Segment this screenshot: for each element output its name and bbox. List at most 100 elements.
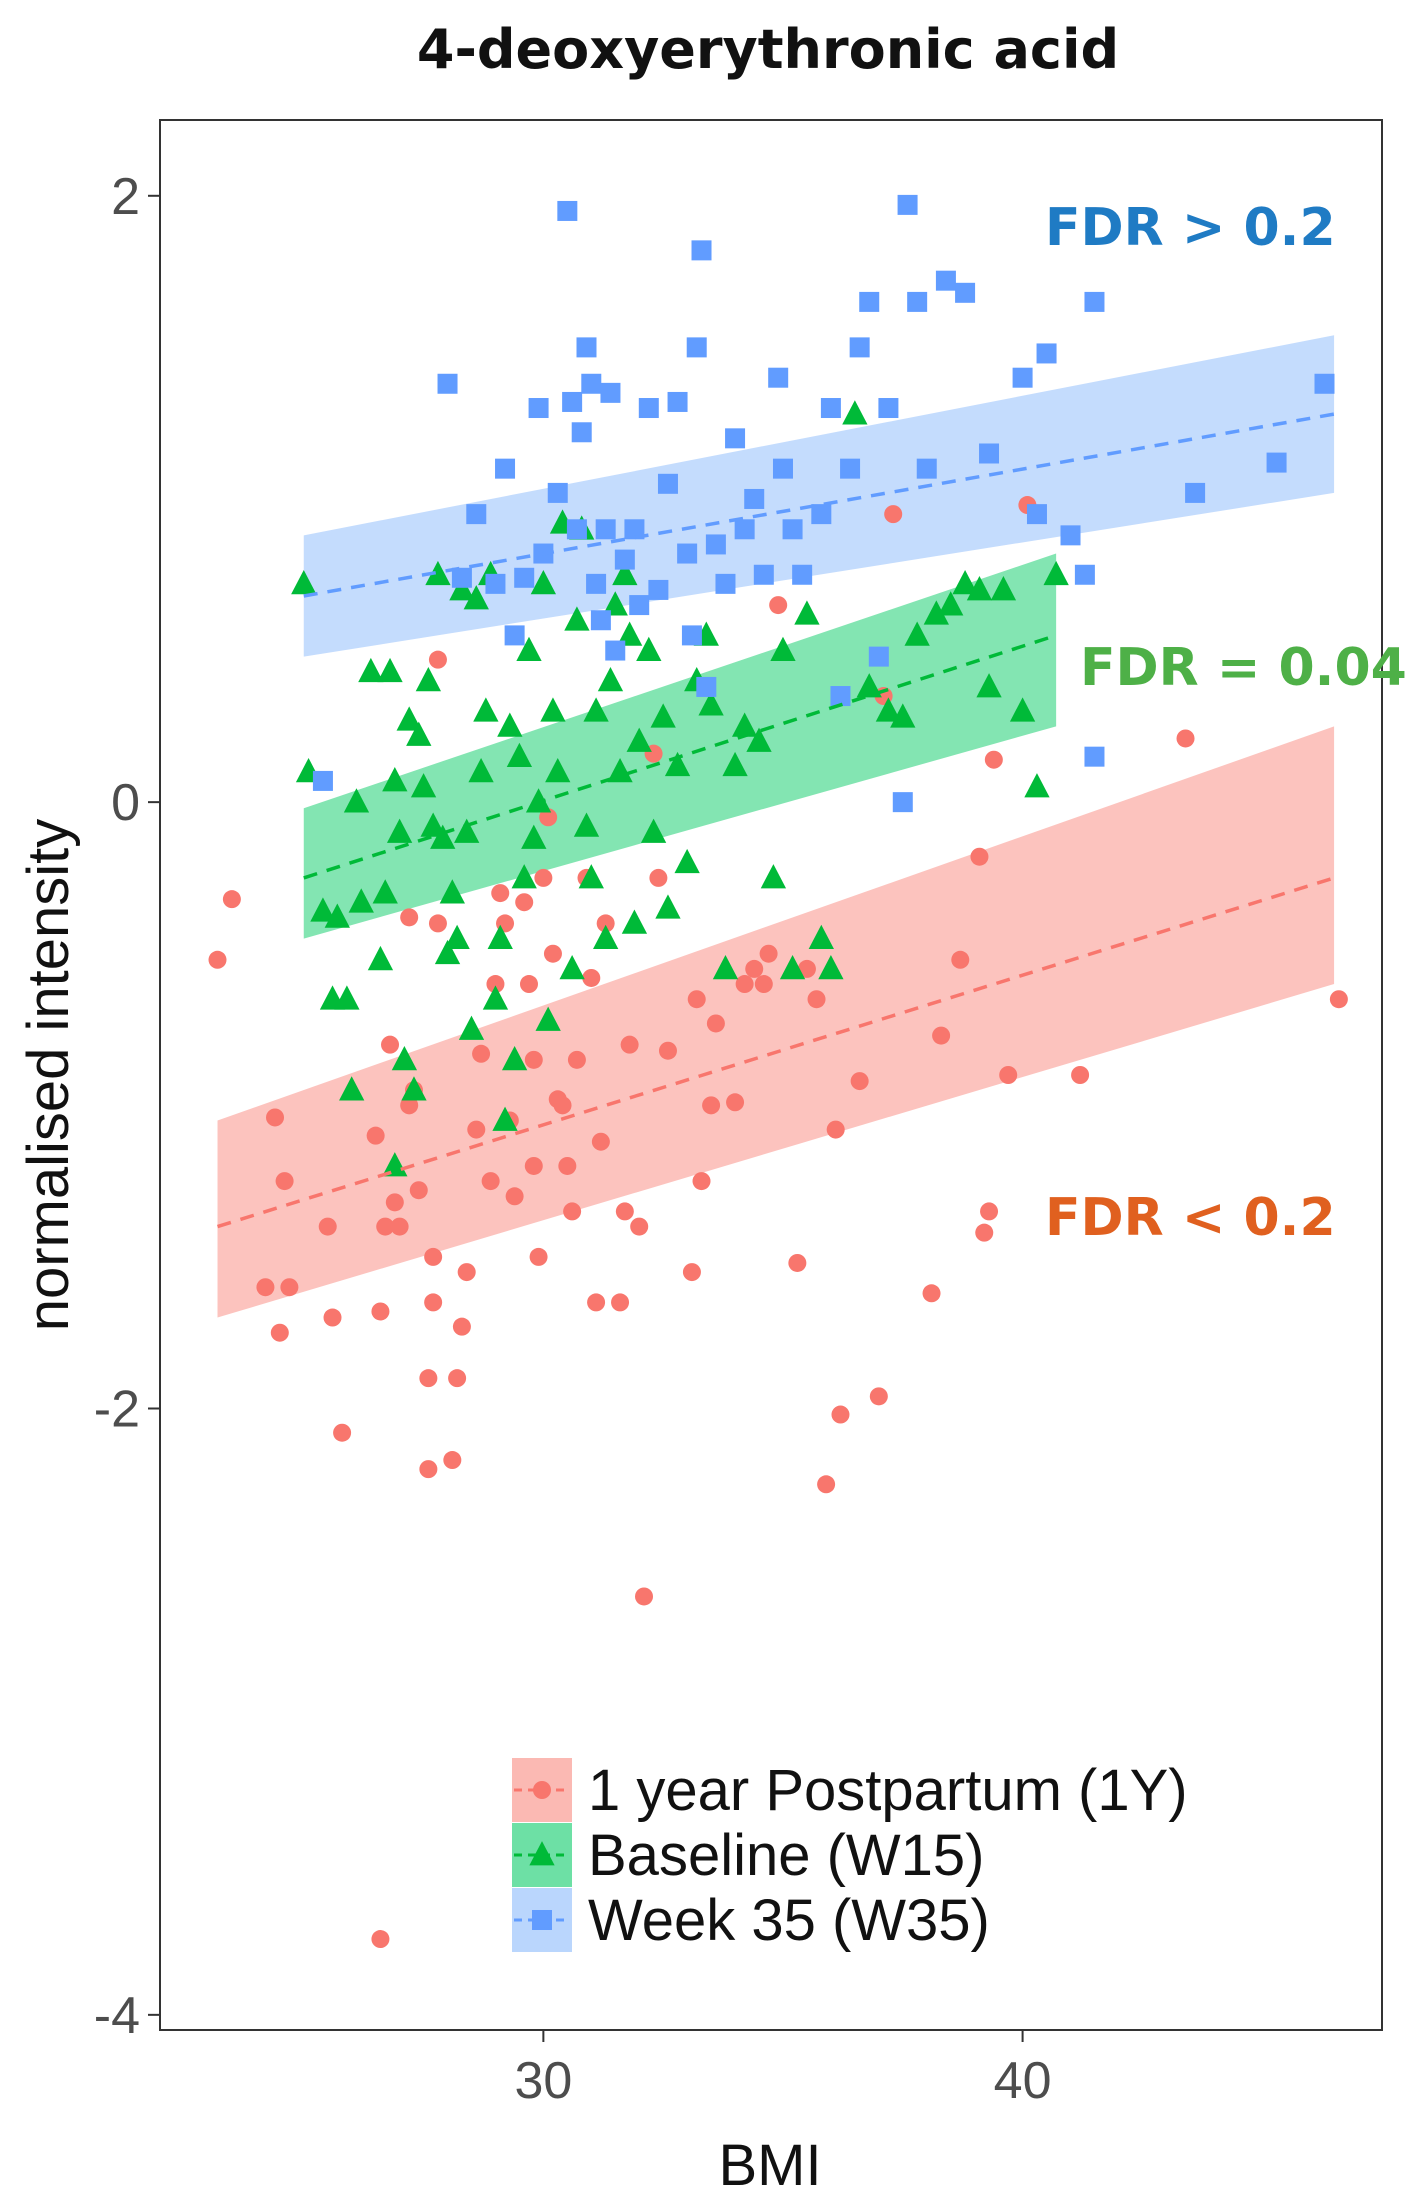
data-point-square: [495, 458, 516, 479]
data-point-circle: [424, 1293, 443, 1312]
data-point-triangle: [386, 818, 413, 843]
data-point-square: [1060, 525, 1081, 546]
y-tick-label: -2: [94, 1380, 140, 1438]
data-point-square: [312, 770, 333, 791]
data-point-triangle: [722, 751, 748, 777]
data-point-triangle: [1024, 773, 1050, 798]
legend-label: 1 year Postpartum (1Y): [588, 1758, 1188, 1823]
data-point-circle: [457, 1263, 476, 1282]
data-point-circle: [769, 596, 788, 615]
data-point-square: [605, 640, 626, 661]
data-point-circle: [702, 1096, 721, 1115]
data-point-circle: [266, 1108, 285, 1127]
data-point-square: [451, 567, 472, 588]
data-point-triangle: [712, 955, 739, 980]
data-point-circle: [970, 847, 989, 866]
data-point-triangle: [410, 773, 437, 798]
data-point-circle: [807, 990, 826, 1009]
data-point-triangle: [339, 1076, 365, 1101]
data-point-circle: [222, 890, 241, 909]
data-point-triangle: [573, 812, 600, 837]
data-point-circle: [706, 1014, 725, 1033]
data-point-triangle: [650, 703, 676, 728]
data-point-square: [466, 504, 487, 525]
data-point-circle: [524, 1050, 543, 1069]
data-point-square: [830, 686, 851, 707]
data-point-square: [437, 373, 458, 394]
data-point-circle: [270, 1323, 289, 1342]
data-point-circle: [817, 1475, 836, 1494]
data-point-square: [624, 519, 645, 540]
data-point-triangle: [348, 888, 374, 913]
data-point-triangle: [449, 576, 475, 601]
y-tick-label: 0: [111, 774, 140, 832]
data-point-triangle: [602, 591, 628, 616]
data-point-circle: [409, 1181, 428, 1200]
data-point-circle: [467, 1120, 486, 1139]
data-point-circle: [333, 1423, 352, 1442]
data-point-circle: [558, 1156, 577, 1175]
data-point-circle: [428, 650, 447, 669]
data-point-triangle: [856, 673, 882, 698]
data-point-square: [686, 337, 707, 358]
data-point-square: [485, 573, 506, 594]
data-point-circle: [486, 975, 505, 994]
data-point-triangle: [952, 569, 978, 595]
chart-title: 4-deoxyerythronic acid: [417, 18, 1119, 81]
data-point-circle: [452, 1317, 471, 1336]
data-point-circle: [745, 959, 764, 978]
data-point-square: [1026, 504, 1047, 525]
data-point-square: [744, 488, 765, 509]
data-point-circle: [419, 1460, 438, 1479]
data-point-circle: [366, 1126, 385, 1145]
data-point-triangle: [439, 879, 465, 904]
data-point-triangle: [976, 673, 1002, 698]
data-point-triangle: [640, 818, 667, 843]
legend: 1 year Postpartum (1Y)Baseline (W15)Week…: [512, 1758, 1188, 1953]
data-point-square: [705, 534, 726, 555]
data-point-triangle: [890, 703, 916, 728]
data-point-triangle: [698, 691, 724, 716]
fit-line-0: [216, 876, 1335, 1229]
data-point-square: [586, 573, 607, 594]
data-point-triangle: [506, 742, 533, 768]
data-point-circle: [635, 1587, 654, 1606]
data-point-circle: [428, 914, 447, 933]
data-point-square: [772, 458, 793, 479]
data-point-square: [1266, 452, 1287, 473]
data-point-square: [614, 549, 635, 570]
x-axis-title: BMI: [718, 2133, 821, 2198]
data-points: [208, 194, 1348, 1949]
data-point-square: [935, 270, 956, 291]
data-point-square: [859, 291, 880, 312]
data-point-triangle: [770, 636, 796, 661]
data-point-square: [878, 398, 899, 419]
data-point-circle: [390, 1217, 409, 1236]
data-point-square: [566, 519, 587, 540]
data-point-circle: [596, 914, 615, 933]
legend-key-marker: [529, 1841, 555, 1866]
data-point-circle: [472, 1044, 491, 1063]
data-point-square: [691, 240, 712, 261]
data-point-square: [657, 473, 678, 494]
data-point-triangle: [626, 727, 652, 752]
data-point-triangle: [425, 560, 451, 586]
data-point-triangle: [291, 569, 317, 595]
data-point-circle: [491, 884, 510, 903]
data-point-square: [868, 646, 889, 667]
data-point-circle: [611, 1293, 630, 1312]
data-point-square: [1012, 367, 1033, 388]
data-point-triangle: [324, 903, 350, 928]
data-point-triangle: [842, 400, 868, 425]
data-point-triangle: [938, 591, 964, 616]
data-point-triangle: [966, 576, 993, 601]
data-point-square: [1084, 291, 1105, 312]
data-point-triangle: [664, 751, 691, 777]
data-point-triangle: [434, 939, 461, 965]
data-point-triangle: [487, 924, 513, 949]
data-point-triangle: [406, 721, 432, 746]
data-point-circle: [831, 1405, 850, 1424]
data-point-triangle: [621, 909, 648, 934]
data-point-circle: [658, 1041, 677, 1060]
